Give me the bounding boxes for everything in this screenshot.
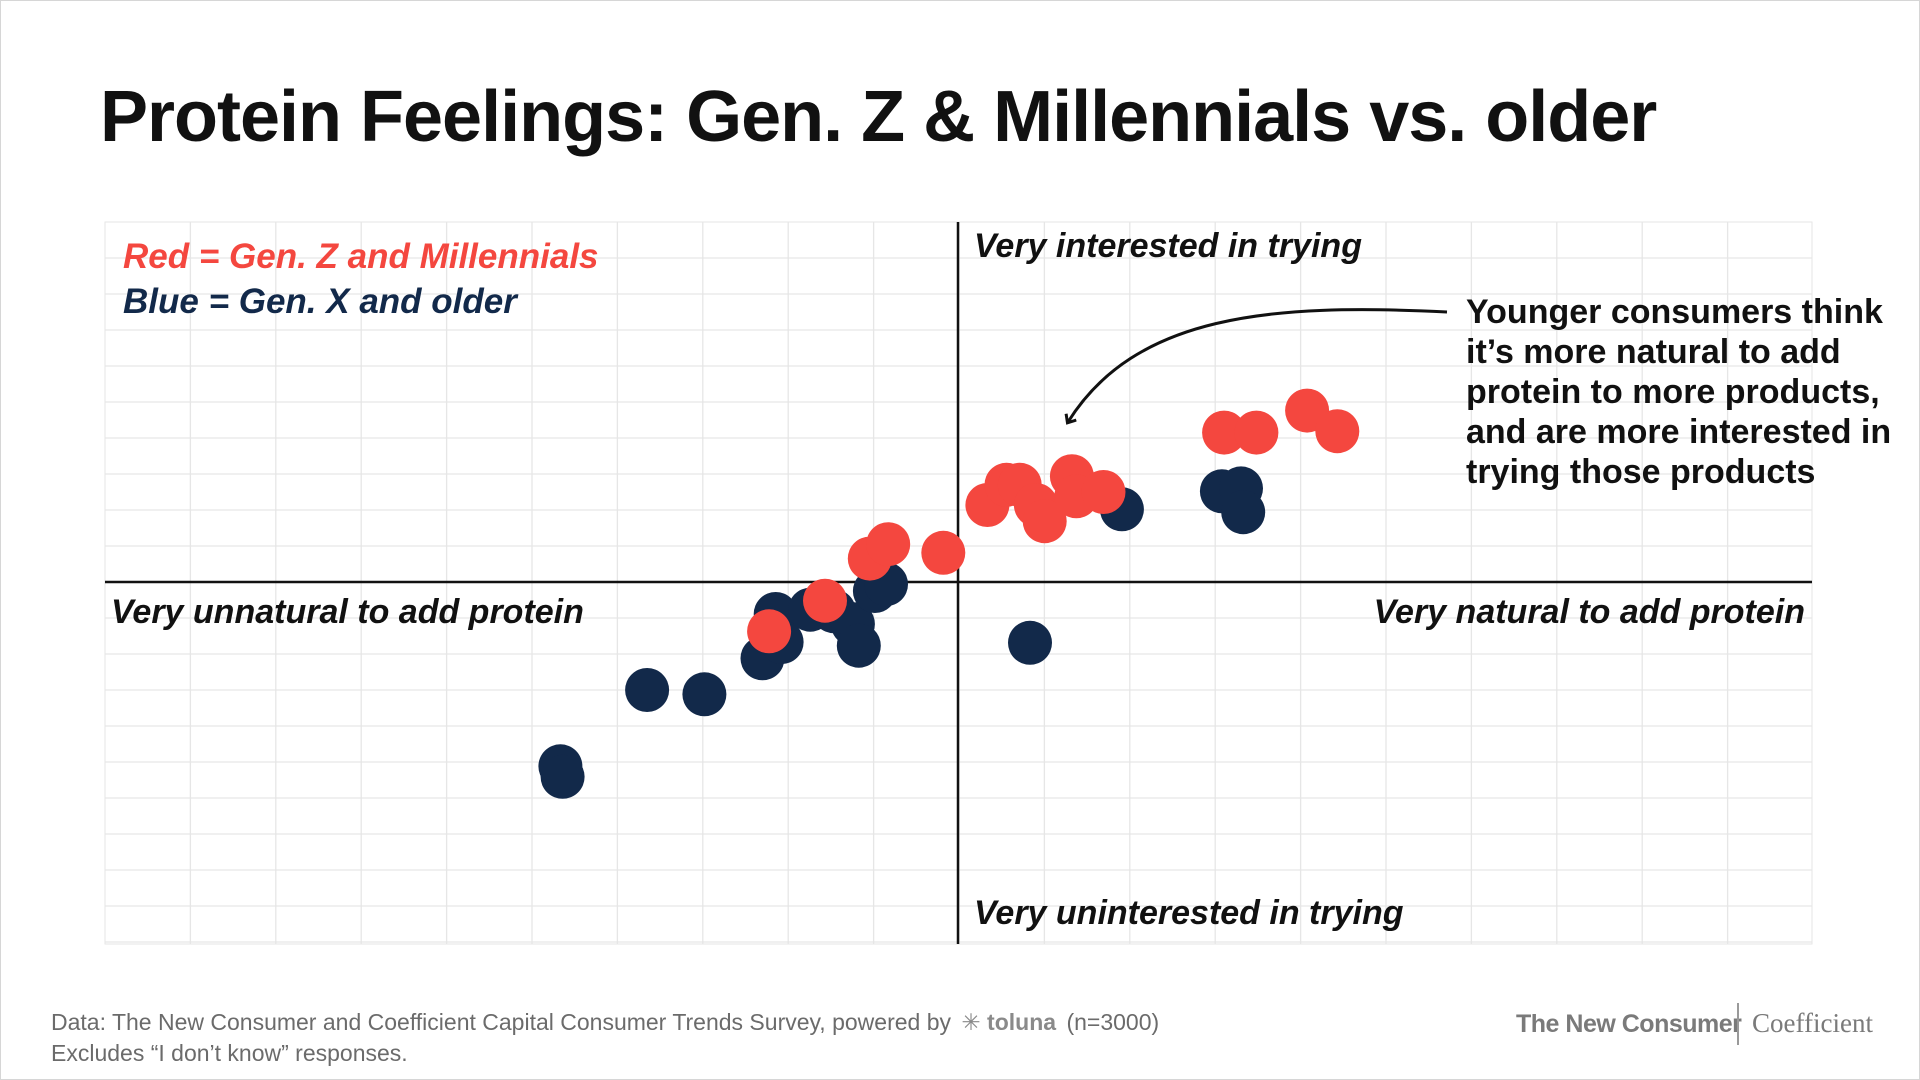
point-gen-x-older-3 <box>625 668 670 712</box>
brand-coefficient: Coefficient <box>1752 1008 1873 1038</box>
page-title: Protein Feelings: Gen. Z & Millennials v… <box>100 77 1657 157</box>
annotation-callout: Younger consumers think it’s more natura… <box>1466 293 1892 491</box>
footer-source-text: Data: The New Consumer and Coefficient C… <box>51 1009 951 1035</box>
point-gen-z-millennials-14 <box>1202 410 1247 455</box>
data-points <box>538 388 1360 799</box>
footer-note: Excludes “I don’t know” responses. <box>51 1040 408 1066</box>
point-gen-x-older-14 <box>1008 620 1052 665</box>
legend-blue-label: Blue = Gen. X and older <box>123 282 517 321</box>
brand-the-new-consumer: The New Consumer <box>1516 1010 1742 1038</box>
point-gen-z-millennials-13 <box>1081 470 1126 514</box>
point-gen-z-millennials-17 <box>1315 409 1360 454</box>
footer-source: Data: The New Consumer and Coefficient C… <box>51 1009 1159 1036</box>
point-gen-x-older-2 <box>540 754 585 799</box>
quadrant-label-left: Very unnatural to add protein <box>111 593 584 631</box>
point-gen-x-older-11 <box>836 623 881 668</box>
footer-sample-size: (n=3000) <box>1066 1009 1160 1035</box>
toluna-logo: ✳ toluna <box>961 1009 1057 1035</box>
quadrant-label-bottom: Very uninterested in trying <box>974 894 1404 932</box>
quadrant-label-top: Very interested in trying <box>974 227 1362 265</box>
legend-red-label: Red = Gen. Z and Millennials <box>123 237 599 276</box>
point-gen-z-millennials-4 <box>866 522 911 567</box>
annotation-arrow <box>1068 308 1448 422</box>
point-gen-z-millennials-15 <box>1234 410 1279 455</box>
point-gen-x-older-4 <box>682 672 727 717</box>
brand-divider <box>1737 1003 1739 1045</box>
point-gen-z-millennials-1 <box>747 609 792 654</box>
point-gen-z-millennials-10 <box>1022 499 1067 544</box>
point-gen-z-millennials-2 <box>803 578 847 623</box>
point-gen-z-millennials-5 <box>921 530 966 575</box>
point-gen-x-older-18 <box>1221 490 1266 535</box>
quadrant-label-right: Very natural to add protein <box>1373 593 1805 631</box>
